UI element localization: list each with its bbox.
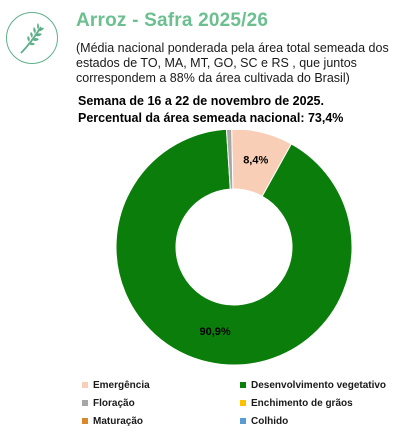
week-range: Semana de 16 a 22 de novembro de 2025.	[78, 94, 324, 108]
slice-floracao	[226, 130, 234, 190]
legend-label: Enchimento de grãos	[251, 397, 353, 409]
logo	[6, 12, 58, 64]
slice-desenvolvimento-vegetativo	[115, 130, 353, 366]
legend-label: Floração	[93, 397, 135, 409]
legend-label: Maturação	[93, 415, 144, 427]
legend-item-colhido: Colhido	[240, 413, 397, 429]
legend-label: Desenvolvimento vegetativo	[251, 379, 387, 391]
legend-item-enchimento-de-graos: Enchimento de grãos	[240, 395, 397, 411]
legend-label: Emergência	[93, 379, 150, 391]
legend-item-floracao: Floração	[82, 395, 240, 411]
rice-plant-icon	[20, 23, 44, 54]
legend-swatch	[240, 400, 246, 406]
donut-chart: 8,4% 90,9%	[115, 130, 353, 366]
legend-swatch	[240, 382, 246, 388]
legend-swatch	[82, 382, 88, 388]
legend-swatch	[240, 418, 246, 424]
legend-swatch	[82, 418, 88, 424]
data-label-emergencia: 8,4%	[243, 155, 268, 167]
data-label-desenvolvimento-vegetativo: 90,9%	[199, 326, 230, 338]
legend-label: Colhido	[251, 415, 289, 427]
chart-legend: Emergência Desenvolvimento vegetativo Flor…	[82, 377, 397, 429]
legend-swatch	[82, 400, 88, 406]
legend-item-maturacao: Maturação	[82, 413, 240, 429]
national-sown-percent: Percentual da área semeada nacional: 73,…	[78, 111, 344, 125]
chart-title: Arroz - Safra 2025/26	[76, 10, 269, 31]
legend-item-desenvolvimento-vegetativo: Desenvolvimento vegetativo	[240, 377, 397, 393]
chart-subtitle: (Média nacional ponderada pela área tota…	[76, 41, 389, 85]
legend-item-emergencia: Emergência	[82, 377, 240, 393]
